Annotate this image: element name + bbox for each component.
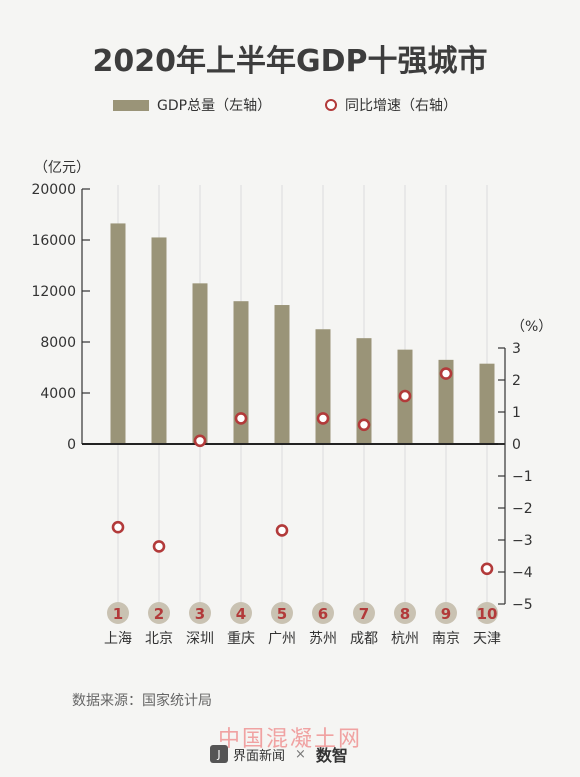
rank-badge bbox=[353, 602, 375, 624]
right-tick-label: −1 bbox=[512, 469, 533, 485]
bar bbox=[438, 359, 454, 444]
right-tick-label: 2 bbox=[512, 373, 521, 389]
category-label: 成都 bbox=[350, 631, 378, 647]
growth-point bbox=[234, 412, 248, 425]
rank-badge bbox=[271, 602, 293, 624]
left-tick-label: 4000 bbox=[40, 386, 76, 402]
growth-point bbox=[357, 418, 371, 432]
left-axis-unit: （亿元） bbox=[34, 160, 90, 176]
right-tick-label: 0 bbox=[512, 437, 521, 453]
category-label: 南京 bbox=[432, 631, 460, 647]
rank-badge bbox=[435, 602, 457, 624]
legend-item-gdp: GDP总量（左轴） bbox=[113, 95, 271, 115]
dot-swatch-icon bbox=[325, 99, 337, 111]
right-tick-label: 1 bbox=[512, 405, 521, 421]
growth-point bbox=[480, 562, 494, 576]
left-tick-label: 0 bbox=[67, 437, 76, 453]
right-tick-label: −4 bbox=[512, 565, 533, 581]
right-tick-label: 3 bbox=[512, 341, 521, 357]
growth-point bbox=[111, 520, 125, 534]
category-label: 深圳 bbox=[186, 631, 214, 647]
right-axis-unit: （%） bbox=[511, 319, 552, 335]
rank-number: 3 bbox=[195, 605, 205, 623]
rank-number: 8 bbox=[400, 605, 410, 623]
footer-partner: 数智 bbox=[315, 746, 348, 765]
bar bbox=[356, 338, 372, 444]
brand-logo-icon: J bbox=[210, 745, 228, 763]
category-label: 广州 bbox=[268, 631, 296, 647]
legend: GDP总量（左轴） 同比增速（右轴） bbox=[0, 95, 580, 117]
legend-label-gdp: GDP总量（左轴） bbox=[157, 98, 272, 114]
rank-badge bbox=[148, 602, 170, 624]
growth-point bbox=[398, 389, 412, 403]
source-note: 数据来源：国家统计局 bbox=[72, 693, 212, 709]
left-tick-label: 12000 bbox=[31, 284, 76, 300]
right-tick-label: −3 bbox=[512, 533, 533, 549]
legend-item-growth: 同比增速（右轴） bbox=[325, 95, 457, 115]
rank-number: 7 bbox=[359, 605, 369, 623]
footer: J 界面新闻 × 数智 bbox=[210, 741, 348, 767]
bar bbox=[479, 363, 495, 444]
right-tick-label: −5 bbox=[512, 597, 533, 613]
right-tick-label: −2 bbox=[512, 501, 533, 517]
growth-point bbox=[316, 412, 330, 425]
bar bbox=[192, 283, 208, 444]
growth-point bbox=[439, 367, 453, 380]
category-label: 杭州 bbox=[391, 631, 419, 647]
bar bbox=[110, 223, 126, 444]
rank-number: 2 bbox=[154, 605, 164, 623]
legend-label-growth: 同比增速（右轴） bbox=[345, 98, 457, 114]
chart-title: 2020年上半年GDP十强城市 bbox=[92, 44, 488, 79]
left-tick-label: 16000 bbox=[31, 233, 76, 249]
rank-badge bbox=[107, 602, 129, 624]
rank-number: 10 bbox=[477, 605, 498, 623]
growth-point bbox=[152, 540, 166, 553]
bar bbox=[315, 329, 331, 444]
watermark: 中国混凝土网 bbox=[217, 727, 362, 752]
chart-area: （亿元）200001600012000800040000（%）3210−1−2−… bbox=[31, 160, 552, 647]
rank-badge bbox=[476, 602, 498, 624]
rank-number: 1 bbox=[113, 605, 123, 623]
category-label: 北京 bbox=[145, 631, 173, 647]
bar bbox=[233, 301, 249, 444]
bar-swatch-icon bbox=[113, 99, 149, 111]
rank-number: 9 bbox=[441, 605, 451, 623]
left-tick-label: 8000 bbox=[40, 335, 76, 351]
bar bbox=[274, 305, 290, 444]
growth-point bbox=[275, 524, 289, 537]
rank-badge bbox=[312, 602, 334, 624]
rank-number: 4 bbox=[236, 605, 246, 623]
category-label: 苏州 bbox=[309, 631, 337, 647]
category-label: 天津 bbox=[473, 631, 501, 647]
footer-separator: × bbox=[295, 746, 306, 762]
rank-number: 5 bbox=[277, 605, 287, 623]
left-tick-label: 20000 bbox=[31, 182, 76, 198]
rank-badge bbox=[189, 602, 211, 624]
growth-point bbox=[193, 434, 207, 448]
rank-badge bbox=[394, 602, 416, 624]
footer-brand: 界面新闻 bbox=[233, 748, 286, 764]
bar bbox=[151, 237, 167, 444]
rank-number: 6 bbox=[318, 605, 328, 623]
category-label: 上海 bbox=[104, 631, 132, 647]
category-label: 重庆 bbox=[227, 631, 255, 647]
rank-badge bbox=[230, 602, 252, 624]
